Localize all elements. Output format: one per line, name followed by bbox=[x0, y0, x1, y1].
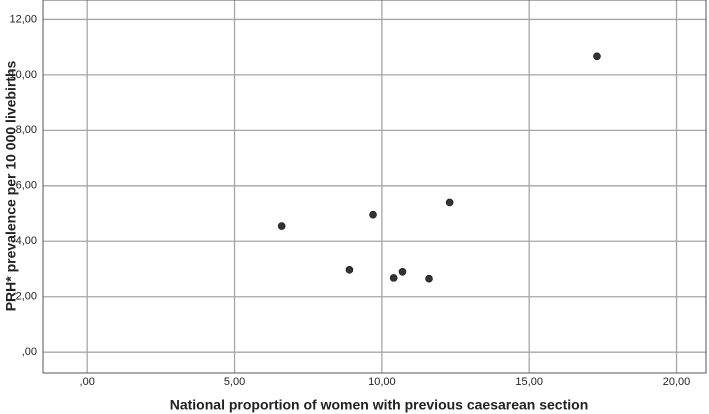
plot-frame bbox=[42, 0, 707, 374]
y-tick-label: 8,00 bbox=[16, 124, 37, 136]
x-tick-label: ,00 bbox=[80, 376, 95, 388]
point bbox=[369, 210, 377, 219]
point bbox=[398, 267, 407, 276]
point bbox=[389, 274, 398, 282]
x-tick-label: 10,00 bbox=[368, 376, 396, 388]
x-tick-label: 20,00 bbox=[663, 376, 691, 388]
y-tick-label: 2,00 bbox=[16, 291, 37, 303]
x-tick-label: 15,00 bbox=[515, 376, 543, 388]
x-tick-label: 5,00 bbox=[224, 376, 245, 388]
point bbox=[277, 222, 286, 230]
y-tick-label: 4,00 bbox=[16, 235, 37, 247]
y-tick-label: 10,00 bbox=[9, 69, 37, 81]
point bbox=[445, 198, 454, 207]
point bbox=[593, 52, 601, 61]
x-axis-title: National proportion of women with previo… bbox=[170, 397, 589, 413]
point bbox=[425, 274, 433, 283]
y-axis-title: PRH* prevalence per 10 000 livebirths bbox=[3, 61, 19, 312]
y-tick-label: ,00 bbox=[22, 346, 37, 358]
y-tick-label: 6,00 bbox=[16, 180, 37, 192]
y-tick-label: 12,00 bbox=[9, 13, 37, 25]
point bbox=[345, 266, 354, 274]
